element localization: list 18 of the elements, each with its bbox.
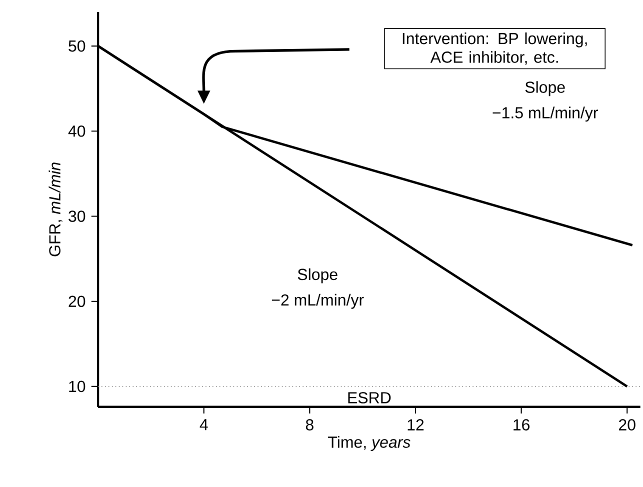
x-tick-label: 12 bbox=[408, 419, 424, 430]
x-tick-label: 20 bbox=[619, 419, 636, 431]
y-axis-title: GFR, mL/min bbox=[48, 162, 62, 256]
x-tick-label: 8 bbox=[306, 419, 314, 431]
annotation: Intervention: BP lowering, ACE inhibitor, etc. bbox=[402, 32, 587, 65]
y-tick-label: 20 bbox=[68, 296, 86, 308]
y-tick-label: 50 bbox=[68, 40, 86, 52]
x-axis-title: Time, years bbox=[328, 436, 410, 452]
annotation: −1.5 mL/min/yr bbox=[492, 106, 598, 122]
y-tick-label: 10 bbox=[69, 380, 86, 392]
ref-line-label: ESRD bbox=[348, 392, 391, 404]
annotation: −2 mL/min/yr bbox=[272, 294, 364, 309]
x-tick-label: 4 bbox=[200, 419, 208, 430]
annotation: Slope bbox=[298, 268, 338, 284]
y-tick-label: 30 bbox=[68, 210, 86, 222]
annotation: Slope bbox=[525, 81, 565, 96]
x-tick-label: 16 bbox=[514, 419, 530, 431]
y-tick-label: 40 bbox=[68, 126, 86, 137]
